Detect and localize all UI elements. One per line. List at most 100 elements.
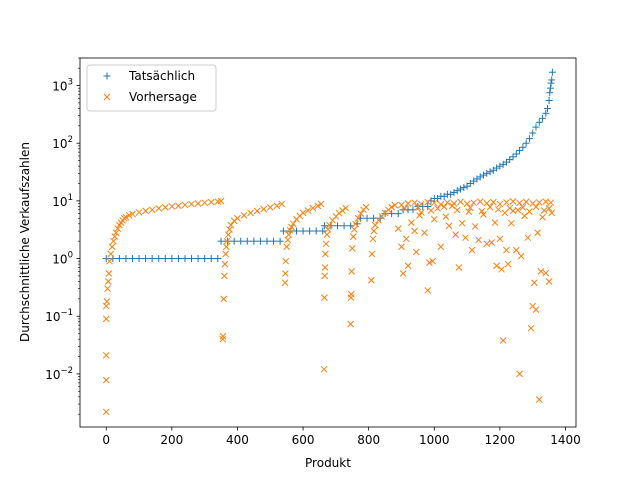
data-point [398,243,405,251]
data-point [457,198,464,206]
data-point [122,255,130,263]
data-point [455,264,463,271]
data-point [548,76,556,84]
data-point [399,270,407,277]
data-point [391,201,399,209]
data-point [260,205,268,213]
data-point [535,396,543,403]
data-point [546,89,554,97]
data-point [369,235,377,243]
data-point [289,220,297,228]
data-point [148,206,156,214]
data-point [339,207,346,214]
data-point [486,203,494,211]
data-point [102,376,110,384]
data-point [321,294,328,301]
data-point [535,199,543,206]
data-point [273,202,281,210]
legend-label-tatsaechlich: Tatsächlich [128,69,195,83]
data-point [468,246,476,254]
data-point [128,255,136,263]
y-tick-label: 103 [52,78,73,94]
data-point [427,207,435,214]
data-point [270,237,278,245]
data-point [226,226,233,233]
data-point [188,255,196,263]
data-point [110,237,117,245]
data-point [299,227,307,235]
data-point [317,200,325,208]
data-point [525,135,533,143]
data-point [348,267,355,275]
data-point [350,226,358,233]
data-point [104,278,112,285]
data-point [282,257,290,265]
data-point [240,212,248,219]
y-tick-label: 10−1 [45,308,73,324]
data-point [214,255,222,263]
data-point [222,250,230,258]
data-point [148,255,156,263]
data-point [321,264,329,271]
x-axis: 0 200 400 600 800 1000 1200 1400 [102,427,581,447]
data-point [483,169,491,177]
data-point [102,351,110,359]
data-point [548,68,556,76]
data-point [347,320,354,328]
data-point [188,200,195,208]
data-point [281,279,289,287]
data-point [363,214,371,222]
data-point [512,150,520,158]
data-point [547,79,555,87]
data-point [452,231,459,238]
data-point [526,208,533,216]
data-point [175,202,182,210]
data-point [283,243,291,251]
legend-plus-icon [103,72,111,80]
data-point [219,332,227,340]
data-point [309,204,317,212]
data-point [514,206,522,214]
data-point [530,279,538,287]
data-point [370,227,378,235]
data-point [475,236,482,244]
data-point [424,287,432,294]
data-point [293,227,301,235]
data-point [168,203,176,210]
data-point [429,257,436,265]
data-point [453,187,461,195]
data-point [493,262,500,270]
data-point [503,246,510,254]
data-point [319,227,327,235]
data-point [168,255,176,263]
data-point [142,207,149,215]
data-point [222,243,230,251]
data-point [532,123,540,131]
data-point [522,198,530,206]
data-point [329,216,336,224]
data-point [282,270,289,277]
data-point [489,198,497,206]
data-point [548,209,556,217]
data-point [545,278,553,285]
data-point [284,236,292,244]
data-point [340,222,348,230]
data-point [437,201,445,208]
data-point [519,204,527,211]
y-tick-label: 10−2 [45,366,73,382]
data-point [135,209,143,216]
data-point [430,199,438,207]
data-point [424,198,432,206]
data-point [155,255,163,263]
data-point [521,212,528,220]
data-point [217,237,225,245]
data-point [103,298,111,305]
data-point [266,204,274,211]
y-tick-label: 102 [52,135,73,151]
data-point [496,235,504,243]
data-point [545,96,553,104]
data-point [499,337,507,344]
data-point [537,267,545,275]
data-point [102,408,110,416]
data-point [404,200,412,207]
